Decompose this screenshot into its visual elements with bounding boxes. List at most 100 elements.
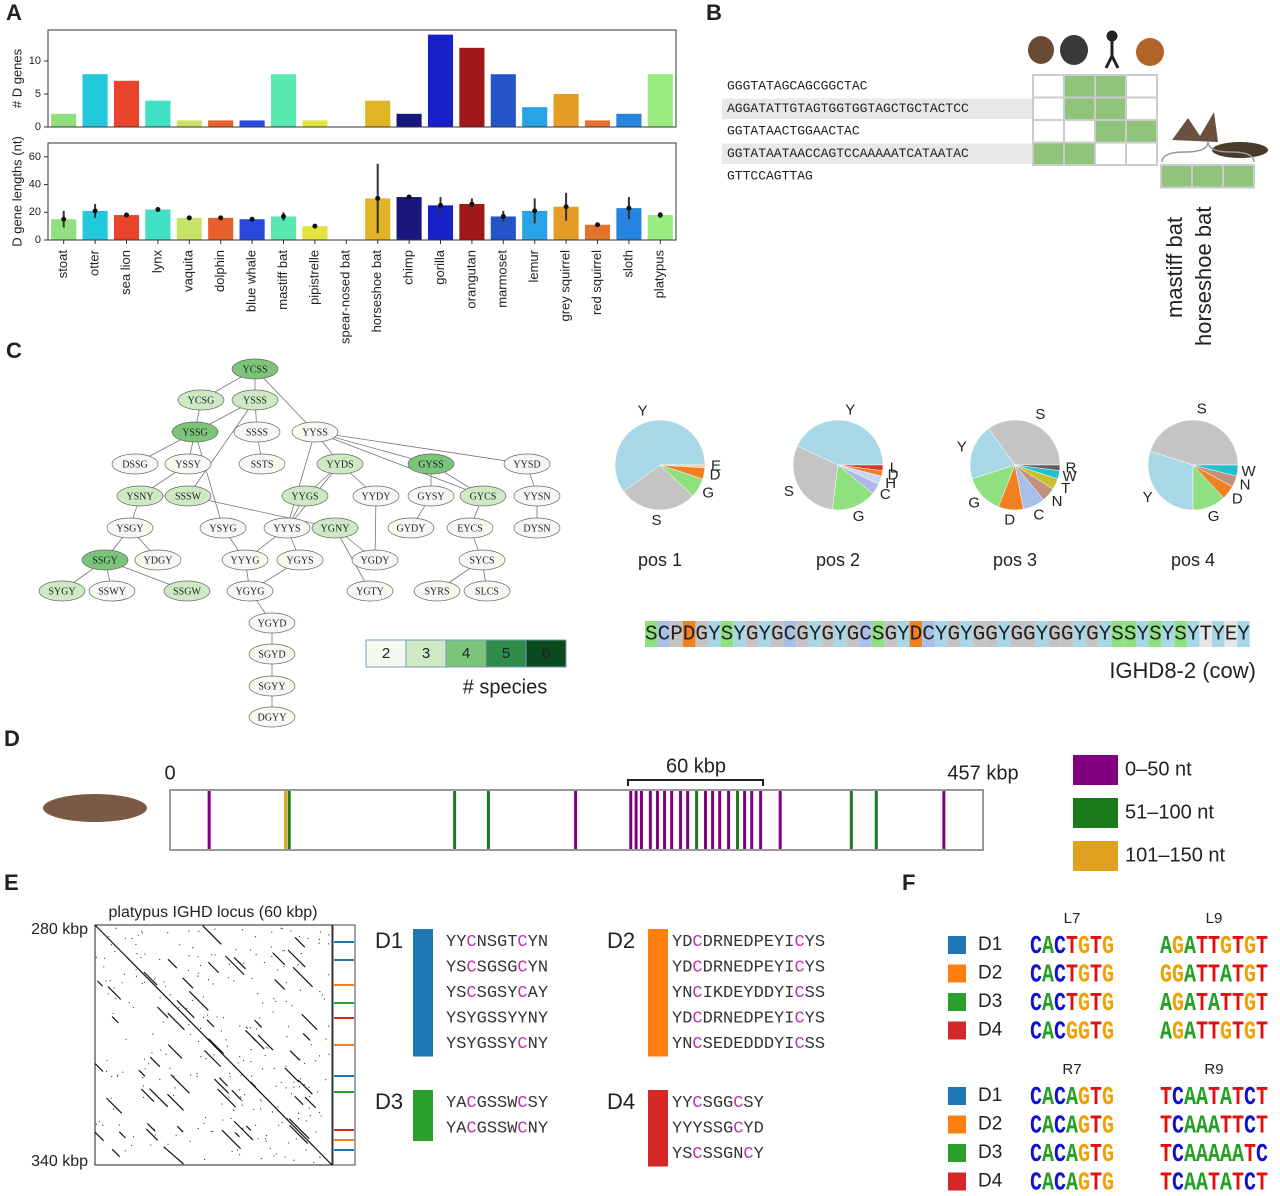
letter: N <box>528 1035 538 1054</box>
platypus-icon <box>43 794 147 822</box>
dotplot-dot <box>221 1103 223 1105</box>
pie-slice <box>837 464 884 471</box>
bar <box>145 209 171 240</box>
letter: P <box>754 959 764 978</box>
node-label: YGNY <box>321 523 350 534</box>
dotplot-dot <box>104 957 106 959</box>
dotplot-dot <box>188 955 190 957</box>
scale-title: # species <box>463 676 548 698</box>
dotplot-dot <box>136 953 138 955</box>
group-name: D3 <box>375 1089 403 1114</box>
dotplot-dot <box>300 1078 302 1080</box>
dotplot-dot <box>103 966 105 968</box>
motif-letter-bg <box>796 621 809 647</box>
network-node <box>163 580 211 602</box>
letter: T <box>1256 1083 1268 1112</box>
letter: C <box>1054 1140 1066 1169</box>
letter: N <box>477 933 487 952</box>
dotplot-dot <box>186 1007 188 1009</box>
letter: Y <box>446 1094 456 1113</box>
x-tick-label: marmoset <box>495 250 510 308</box>
letter: T <box>1208 1168 1220 1196</box>
network-node <box>248 706 296 728</box>
mean-dot <box>595 222 600 228</box>
axes-frame <box>47 142 677 241</box>
letter: G <box>1078 960 1090 989</box>
letter: G <box>1102 1083 1114 1112</box>
letter: Y <box>682 1094 692 1113</box>
letter: G <box>1244 989 1256 1018</box>
letter: D <box>754 1035 764 1054</box>
letter: T <box>1232 989 1244 1018</box>
dotplot-dot <box>106 1070 108 1072</box>
dotplot-dot <box>298 935 301 938</box>
dotplot-segment <box>294 936 306 948</box>
node-label: SYGY <box>48 586 75 597</box>
letter: T <box>1090 932 1102 961</box>
scale-box <box>445 639 487 668</box>
dotplot-dot <box>293 1159 295 1161</box>
letter: Y <box>774 1010 784 1029</box>
network-node <box>106 517 154 539</box>
letter: D <box>703 1010 713 1029</box>
letter: S <box>487 1120 497 1139</box>
dotplot-segment <box>140 1088 155 1103</box>
letter: C <box>466 1120 476 1139</box>
dotplot-segment <box>251 1036 258 1043</box>
slice-label: Y <box>845 401 855 418</box>
dotplot-dot <box>317 1091 319 1093</box>
network-edge <box>314 431 484 497</box>
letter: Y <box>774 959 784 978</box>
presence-cell <box>1032 74 1065 99</box>
dotplot-dot <box>213 1054 215 1056</box>
network-node <box>351 549 399 571</box>
letter: S <box>703 1145 713 1164</box>
motif-letter-bg <box>670 621 683 647</box>
dotplot-dot <box>114 951 116 953</box>
dotplot-dot <box>137 934 140 936</box>
letter: C <box>794 933 804 952</box>
letter: D <box>703 959 713 978</box>
dotplot-segment <box>167 1012 185 1031</box>
network-node <box>311 517 359 539</box>
letter: C <box>1244 1168 1256 1196</box>
dotplot-dot <box>113 1108 115 1110</box>
dotplot-segment <box>182 977 194 989</box>
letter: T <box>1208 1017 1220 1046</box>
letter: A <box>1196 1140 1208 1169</box>
logo-title: L9 <box>1206 910 1223 927</box>
dotplot-dot <box>154 1134 156 1136</box>
letter: C <box>733 1094 743 1113</box>
dotplot-dot <box>142 1077 144 1079</box>
panel-label: F <box>902 870 915 895</box>
dotplot-dot <box>176 1021 179 1024</box>
bar <box>113 80 140 127</box>
species-icons <box>1028 30 1268 158</box>
dotplot-segment <box>146 1123 156 1132</box>
letter: I <box>784 984 794 1003</box>
letter: C <box>1054 1168 1066 1196</box>
dotplot-dot <box>135 943 137 946</box>
panel-label: D <box>4 726 20 751</box>
letter: G <box>723 1094 733 1113</box>
dotplot-dot <box>308 1086 310 1088</box>
letter: G <box>1244 932 1256 961</box>
slice-label: Y <box>638 403 648 420</box>
dotplot-dot <box>242 929 244 931</box>
letter: C <box>692 1145 702 1164</box>
dotplot-dot <box>273 1067 275 1070</box>
dotplot-dot <box>111 1075 113 1078</box>
pie-slice <box>832 464 874 511</box>
dotplot-segment <box>94 1063 104 1072</box>
letter: C <box>1172 1111 1184 1140</box>
letter: S <box>497 1120 507 1139</box>
letter: C <box>1256 1140 1268 1169</box>
letter: A <box>1042 1111 1054 1140</box>
dotplot-dot <box>121 982 123 984</box>
letter: A <box>1042 932 1054 961</box>
letter: N <box>528 1010 538 1029</box>
node-label: YYSD <box>513 459 540 470</box>
logo-sequence: AGATATTGT <box>1160 989 1268 1018</box>
dotplot-dot <box>144 953 146 955</box>
pie-slice <box>796 419 884 466</box>
